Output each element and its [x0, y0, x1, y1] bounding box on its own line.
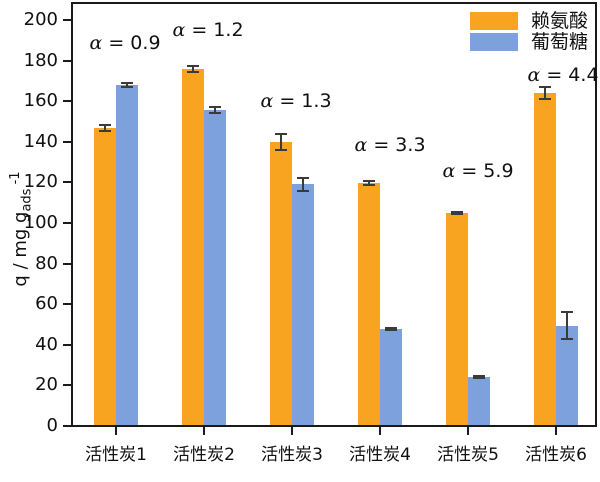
- alpha-annotation: α = 3.3: [354, 134, 426, 156]
- bar: [116, 84, 138, 425]
- bar: [380, 328, 402, 425]
- error-bar-cap: [187, 70, 199, 73]
- bar: [468, 377, 490, 425]
- error-bar-cap: [451, 212, 463, 215]
- x-tick-label: 活性炭3: [261, 445, 323, 465]
- bar: [358, 183, 380, 425]
- error-bar-cap: [121, 81, 133, 84]
- y-tick-label: 200: [23, 9, 58, 30]
- error-bar-cap: [451, 210, 463, 213]
- error-bar-cap: [187, 64, 199, 67]
- error-bar: [280, 133, 282, 150]
- error-bar-cap: [539, 98, 551, 101]
- x-tick-label: 活性炭6: [525, 445, 587, 465]
- x-tick: [379, 427, 381, 435]
- error-bar-cap: [121, 85, 133, 88]
- y-tick: [63, 384, 71, 387]
- bar: [534, 93, 556, 425]
- x-tick: [115, 427, 117, 435]
- error-bar-cap: [209, 112, 221, 115]
- x-tick: [291, 427, 293, 435]
- error-bar-cap: [99, 123, 111, 126]
- legend-swatch: [470, 33, 518, 51]
- error-bar-cap: [209, 106, 221, 109]
- error-bar: [214, 107, 216, 114]
- alpha-annotation: α = 0.9: [89, 32, 161, 54]
- error-bar: [368, 181, 370, 186]
- error-bar: [544, 86, 546, 100]
- y-tick: [63, 425, 71, 427]
- error-bar-cap: [297, 189, 309, 192]
- error-bar-cap: [275, 132, 287, 135]
- x-tick: [467, 427, 469, 435]
- error-bar-cap: [561, 311, 573, 314]
- bar: [292, 184, 314, 425]
- y-tick-label: 100: [23, 212, 58, 233]
- error-bar-cap: [99, 129, 111, 132]
- bar: [204, 110, 226, 425]
- alpha-annotation: α = 1.3: [260, 90, 332, 112]
- bar: [270, 141, 292, 425]
- error-bar: [192, 65, 194, 72]
- legend-swatch: [470, 12, 518, 30]
- y-tick-label: 140: [23, 130, 58, 152]
- x-tick-label: 活性炭5: [437, 445, 499, 465]
- y-tick-label: 180: [23, 49, 58, 71]
- y-tick-label: 0: [46, 415, 58, 436]
- x-tick-label: 活性炭2: [173, 445, 235, 465]
- x-tick: [555, 427, 557, 435]
- legend-label: 赖氨酸: [531, 10, 589, 32]
- y-tick: [63, 140, 71, 143]
- error-bar: [302, 178, 304, 191]
- legend-label: 葡萄糖: [531, 31, 589, 53]
- y-tick: [63, 343, 71, 346]
- error-bar: [566, 312, 568, 339]
- y-tick-label: 40: [35, 333, 58, 355]
- error-bar-cap: [473, 375, 485, 378]
- error-bar-cap: [363, 184, 375, 187]
- error-bar-cap: [539, 85, 551, 88]
- alpha-annotation: α = 1.2: [172, 19, 244, 41]
- error-bar-cap: [363, 180, 375, 183]
- x-tick: [203, 427, 205, 435]
- alpha-annotation: α = 4.4: [527, 64, 599, 86]
- error-bar: [390, 327, 392, 330]
- bar: [446, 212, 468, 425]
- y-tick: [63, 181, 71, 184]
- x-tick-label: 活性炭1: [85, 445, 147, 465]
- y-tick: [63, 19, 71, 21]
- error-bar-cap: [473, 377, 485, 380]
- error-bar-cap: [275, 148, 287, 151]
- error-bar-cap: [561, 337, 573, 340]
- alpha-annotation: α = 5.9: [442, 160, 514, 182]
- y-tick-label: 60: [35, 293, 58, 315]
- error-bar-cap: [385, 326, 397, 329]
- y-tick-label: 120: [23, 171, 58, 193]
- y-tick-label: 80: [35, 252, 58, 274]
- y-tick: [63, 303, 71, 306]
- y-axis-label: q / mg gads -1: [8, 171, 35, 287]
- x-tick-label: 活性炭4: [349, 445, 411, 465]
- bar: [182, 68, 204, 425]
- y-tick: [63, 59, 71, 62]
- y-tick-label: 160: [23, 90, 58, 112]
- error-bar: [126, 82, 128, 87]
- error-bar: [478, 376, 480, 379]
- y-tick: [63, 222, 71, 224]
- error-bar: [104, 124, 106, 131]
- y-tick: [63, 262, 71, 265]
- error-bar-cap: [385, 328, 397, 331]
- bar: [94, 127, 116, 425]
- bar: [556, 325, 578, 425]
- error-bar: [456, 211, 458, 214]
- error-bar-cap: [297, 177, 309, 180]
- y-tick-label: 20: [35, 374, 58, 396]
- y-tick: [63, 100, 71, 103]
